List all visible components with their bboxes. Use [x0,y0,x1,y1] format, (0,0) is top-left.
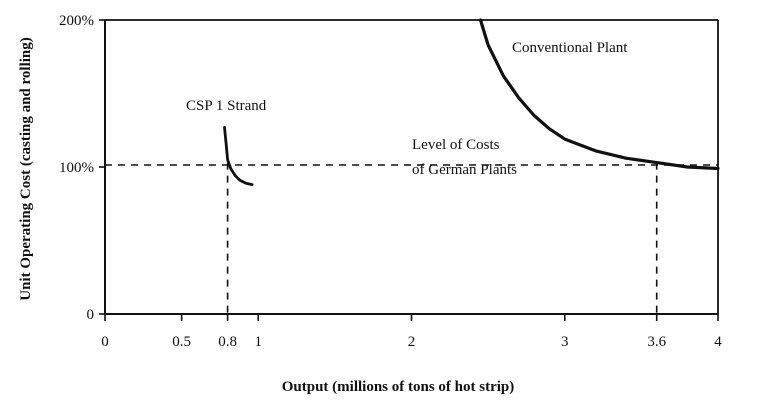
series-lines [223,18,720,186]
conventional-plant-label: Conventional Plant [512,40,628,56]
reference-label-line-1: Level of Costs [412,137,500,153]
annotations: CSP 1 Strand Conventional Plant [186,40,628,114]
y-tick-label: 0 [87,307,95,323]
reference-level: Level of Costs of German Plants [105,137,718,178]
y-axis-title: Unit Operating Cost (casting and rolling… [18,37,34,301]
x-tick-label: 3 [561,334,569,350]
conventional-plant-curve [478,18,720,171]
x-tick-label: 0.8 [218,334,237,350]
reference-label-line-2: of German Plants [412,162,517,178]
y-tick-label: 200% [59,13,94,29]
y-ticks: 0 100% 200% [59,13,105,323]
csp-1-strand-label: CSP 1 Strand [186,98,267,114]
x-tick-label: 1 [255,334,263,350]
x-ticks: 0 0.5 0.8 1 2 3 3.6 4 [101,314,722,350]
x-tick-label: 4 [714,334,722,350]
x-tick-label: 0 [101,334,109,350]
drop-lines [226,162,658,314]
y-tick-label: 100% [59,160,94,176]
x-tick-label: 0.5 [172,334,191,350]
csp-1-strand-curve [223,125,254,186]
x-tick-label: 3.6 [647,334,666,350]
x-axis-title: Output (millions of tons of hot strip) [282,379,515,395]
x-tick-label: 2 [408,334,416,350]
